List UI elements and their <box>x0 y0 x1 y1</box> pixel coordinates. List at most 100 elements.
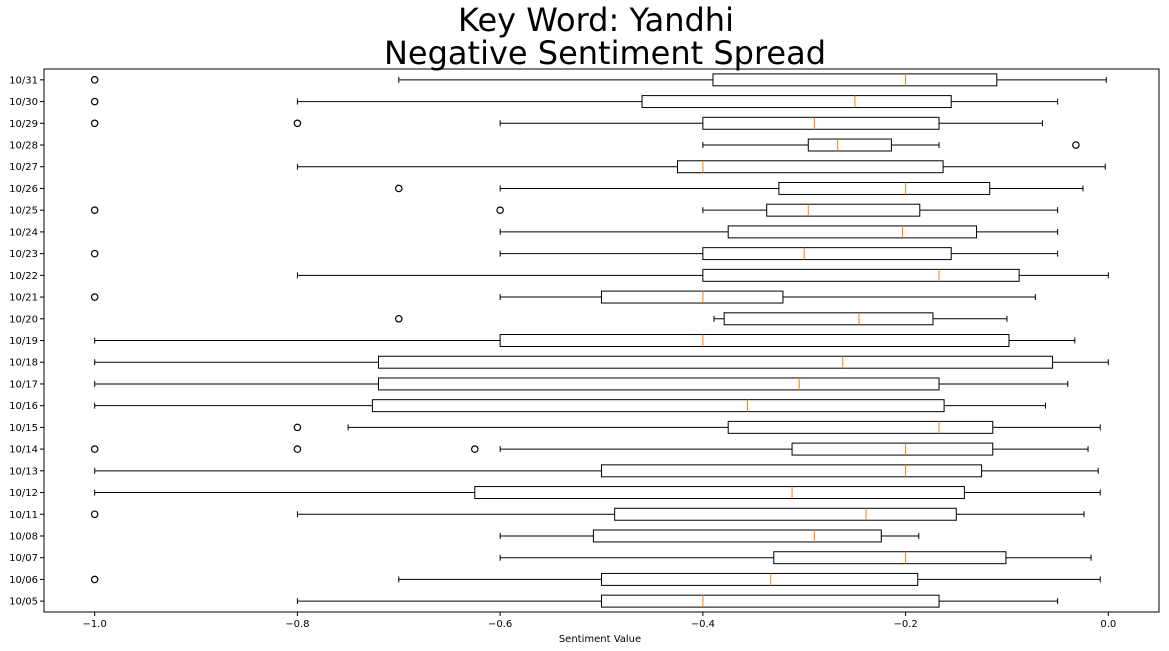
x-tick-label: −0.4 <box>691 619 715 630</box>
box-10-06 <box>90 572 1101 586</box>
outlier-point <box>293 445 302 453</box>
iqr-box <box>592 529 882 543</box>
outlier-point <box>90 249 99 258</box>
box-10-18 <box>94 355 1109 369</box>
y-tick-label: 10/06 <box>9 575 38 586</box>
box-10-16 <box>94 399 1046 413</box>
y-tick-label: 10/26 <box>9 184 38 195</box>
y-tick-label: 10/16 <box>9 401 38 412</box>
iqr-box <box>766 203 921 217</box>
iqr-box <box>614 507 957 521</box>
x-tick-label: −0.8 <box>285 619 309 630</box>
x-tick-label: 0.0 <box>1100 619 1116 630</box>
y-tick-label: 10/08 <box>9 531 38 542</box>
y-tick-label: 10/22 <box>9 271 38 282</box>
y-tick-label: 10/12 <box>9 488 38 499</box>
iqr-box <box>677 160 944 174</box>
y-tick-label: 10/27 <box>9 162 38 173</box>
iqr-box <box>371 399 945 413</box>
box-10-27 <box>296 160 1106 174</box>
iqr-box <box>499 334 1010 347</box>
outlier-point <box>90 445 99 453</box>
box-10-31 <box>90 73 1107 87</box>
outlier-point <box>90 76 99 84</box>
iqr-box <box>378 377 940 391</box>
outlier-point <box>90 206 99 214</box>
y-tick-label: 10/14 <box>9 445 38 456</box>
y-tick-label: 10/18 <box>9 358 38 369</box>
iqr-box <box>474 486 965 500</box>
plot-area <box>90 73 1109 608</box>
y-tick-label: 10/31 <box>9 75 38 86</box>
x-tick-label: −1.0 <box>83 619 107 630</box>
y-axis: 10/31 10/30 10/29 10/28 10/27 10/26 10/25 10/24… <box>9 75 44 608</box>
y-tick-label: 10/21 <box>9 293 38 304</box>
x-axis-label: Sentiment Value <box>559 634 641 645</box>
x-tick-label: −0.2 <box>893 619 917 630</box>
iqr-box <box>727 225 978 239</box>
y-tick-label: 10/17 <box>9 379 38 390</box>
box-10-25 <box>90 203 1059 217</box>
iqr-box <box>807 138 892 152</box>
box-10-17 <box>94 377 1069 391</box>
y-tick-label: 10/19 <box>9 336 38 347</box>
box-10-13 <box>94 464 1099 478</box>
iqr-box <box>791 442 994 456</box>
outlier-point <box>90 119 99 128</box>
box-10-12 <box>94 486 1101 500</box>
outlier-point <box>394 314 403 323</box>
iqr-box <box>378 355 1054 369</box>
box-10-30 <box>90 95 1059 109</box>
y-tick-label: 10/29 <box>9 119 38 130</box>
outlier-point <box>470 445 479 453</box>
outlier-point <box>90 575 99 584</box>
y-tick-label: 10/24 <box>9 227 38 238</box>
box-10-11 <box>90 507 1085 521</box>
outlier-point <box>1072 141 1080 149</box>
iqr-box <box>778 181 991 195</box>
outlier-point <box>90 97 99 106</box>
iqr-box <box>712 73 998 87</box>
outlier-point <box>293 423 302 432</box>
box-10-23 <box>90 247 1059 261</box>
iqr-box <box>601 290 784 304</box>
iqr-box <box>702 247 952 261</box>
y-tick-label: 10/07 <box>9 553 38 564</box>
box-10-07 <box>499 551 1092 565</box>
chart-title-line-1: Key Word: Yandhi <box>458 1 734 39</box>
box-10-05 <box>296 594 1059 608</box>
iqr-box <box>641 95 952 109</box>
box-10-24 <box>499 225 1059 239</box>
iqr-box <box>601 594 940 608</box>
x-tick-label: −0.6 <box>488 619 512 630</box>
y-tick-label: 10/05 <box>9 597 38 608</box>
iqr-box <box>601 464 983 478</box>
y-tick-label: 10/28 <box>9 141 38 152</box>
iqr-box <box>702 268 1020 282</box>
box-10-28 <box>702 138 1080 152</box>
y-tick-label: 10/15 <box>9 423 38 434</box>
outlier-point <box>394 184 403 193</box>
outlier-point <box>496 206 504 214</box>
y-tick-label: 10/30 <box>9 97 38 108</box>
iqr-box <box>601 572 919 586</box>
box-10-29 <box>90 116 1043 130</box>
y-tick-label: 10/20 <box>9 314 38 325</box>
outlier-point <box>293 119 302 128</box>
box-10-21 <box>90 290 1036 304</box>
box-10-22 <box>296 268 1109 282</box>
iqr-box <box>773 551 1007 565</box>
iqr-box <box>702 116 940 130</box>
outlier-point <box>90 293 99 301</box>
y-tick-label: 10/23 <box>9 249 38 260</box>
box-10-14 <box>90 442 1089 456</box>
box-10-26 <box>394 181 1084 195</box>
box-10-19 <box>94 334 1076 347</box>
y-tick-label: 10/11 <box>9 510 38 521</box>
iqr-box <box>727 420 994 434</box>
iqr-box <box>723 312 934 326</box>
chart-title-line-2: Negative Sentiment Spread <box>384 34 826 72</box>
outlier-point <box>90 510 99 519</box>
box-10-20 <box>394 312 1008 326</box>
